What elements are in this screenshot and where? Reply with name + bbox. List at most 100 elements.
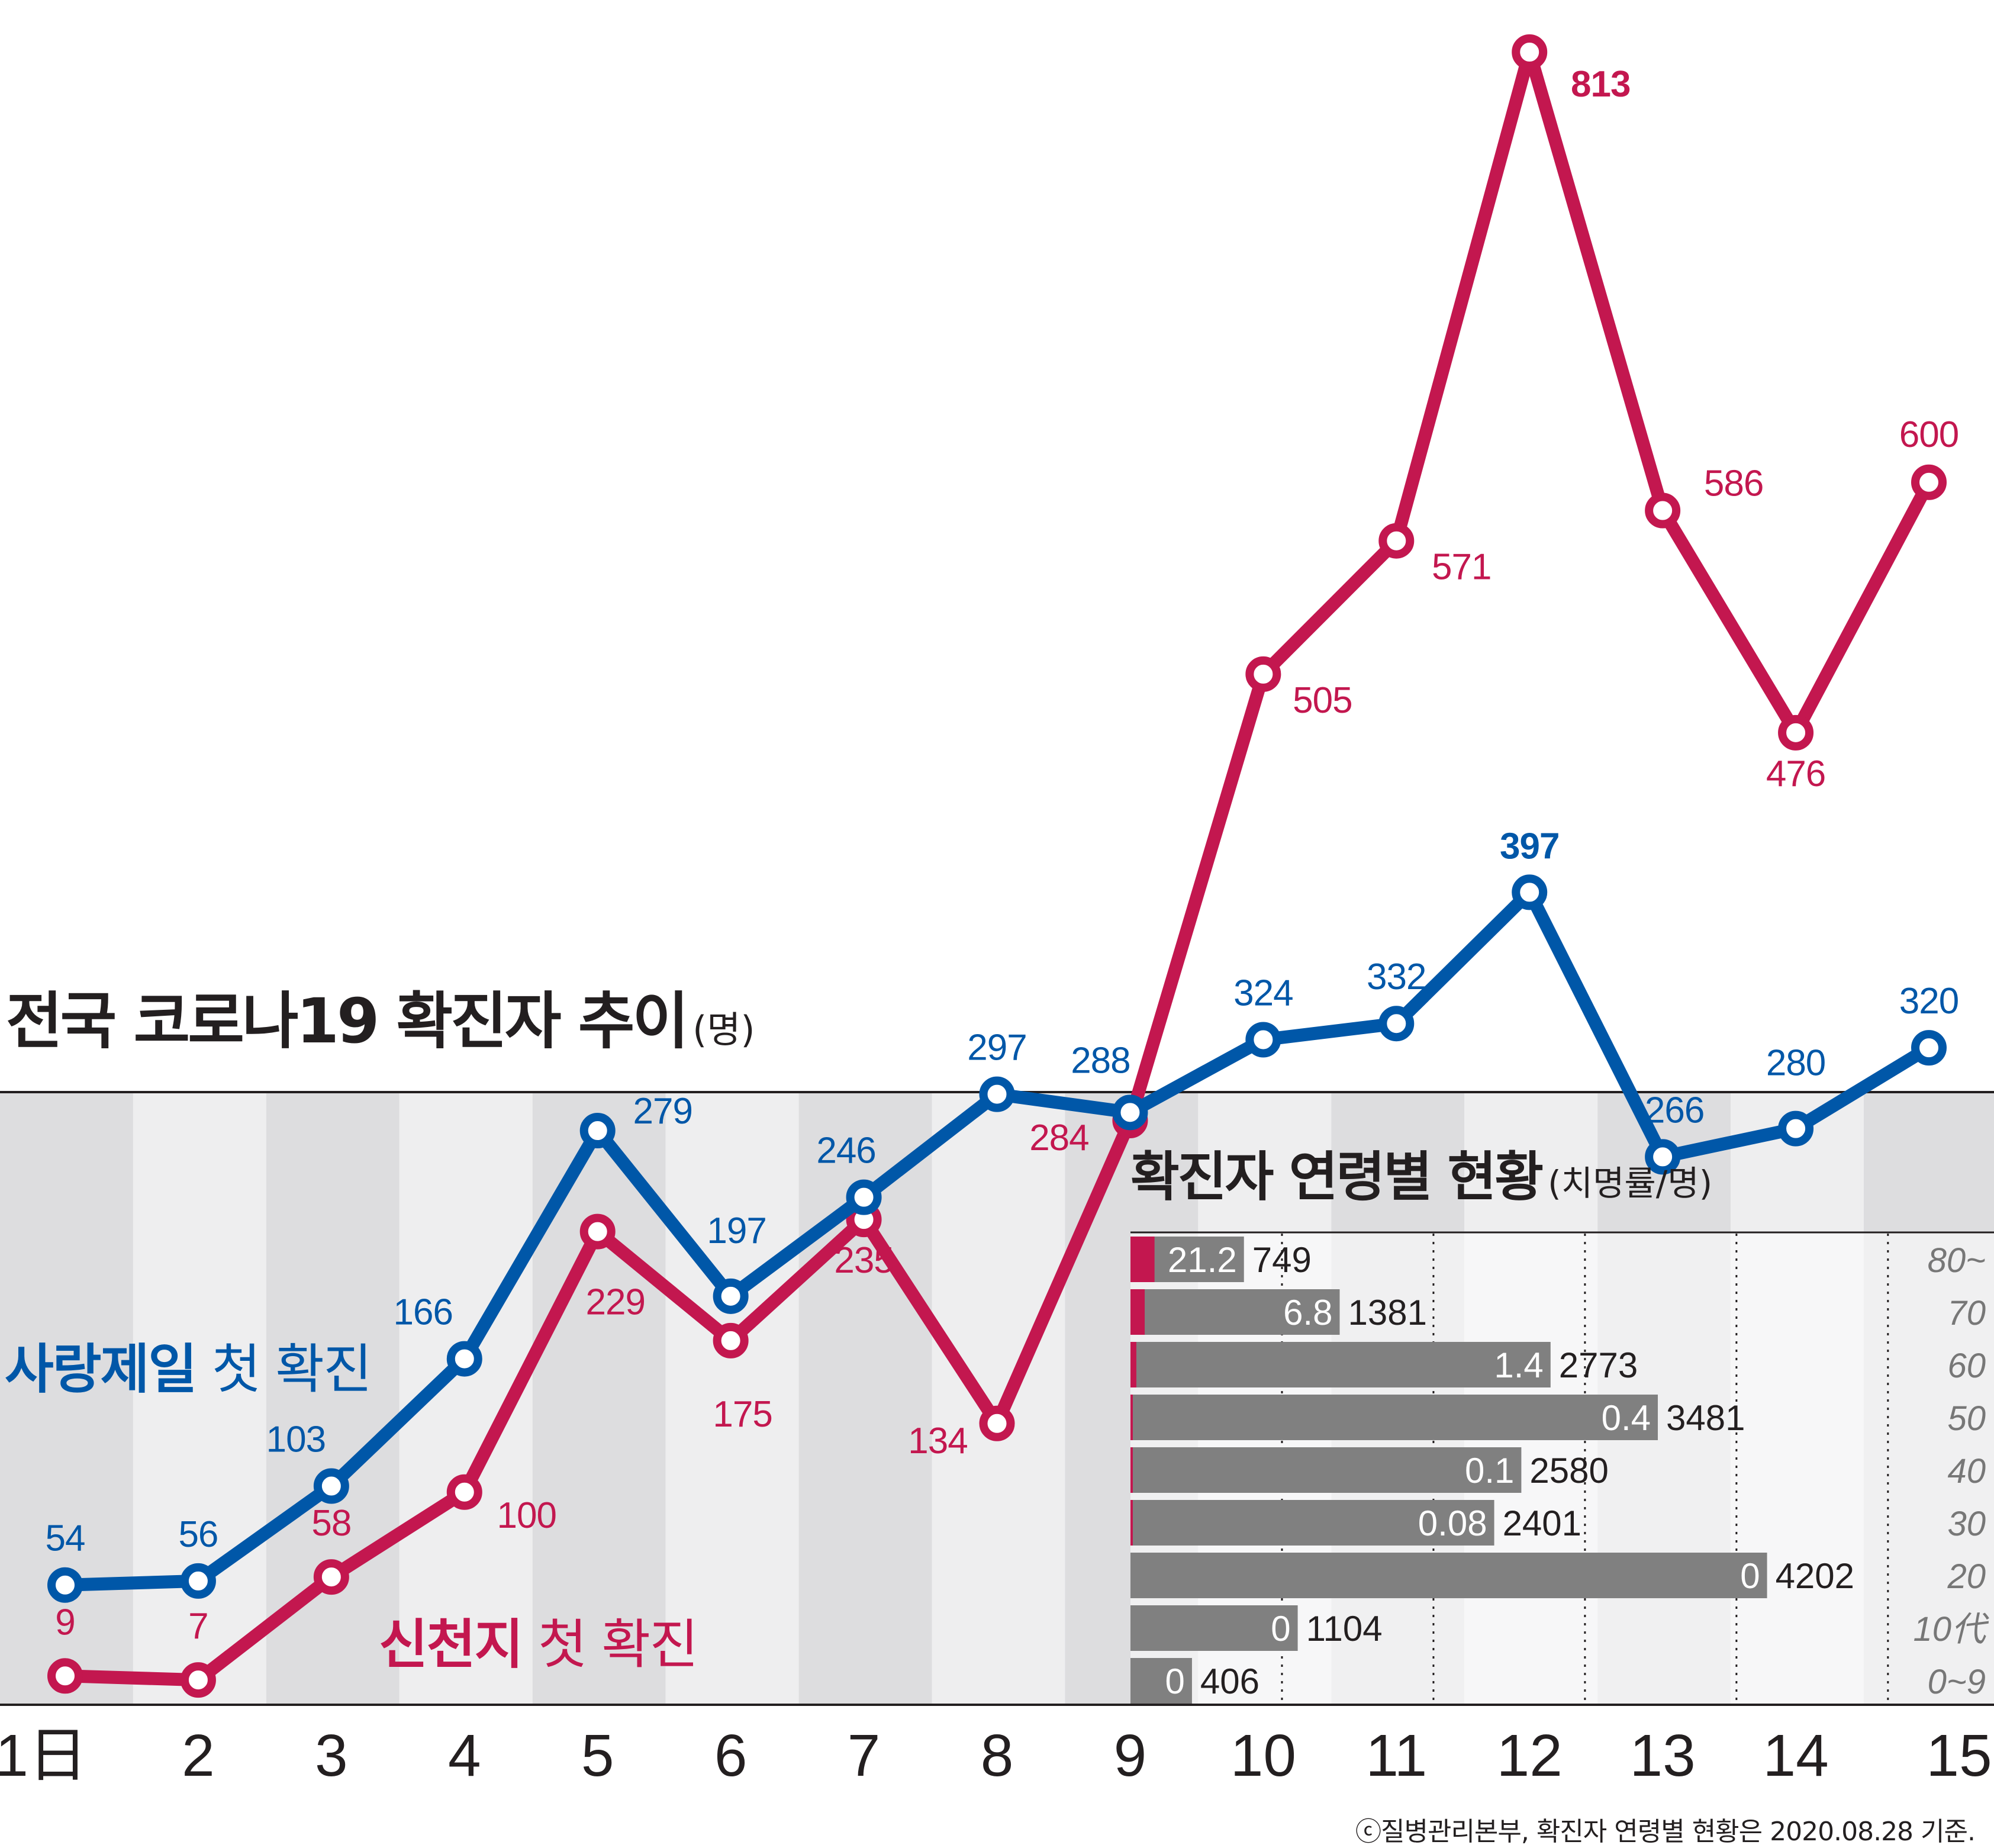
background-band-1 [133, 1093, 266, 1704]
x-tick-label: 12 [1497, 1723, 1563, 1789]
sarang-point [47, 1567, 83, 1603]
age-group-label: 20 [1947, 1557, 1986, 1596]
shincheonji-value-label: 58 [311, 1503, 351, 1544]
x-tick-label: 4 [448, 1723, 481, 1789]
shincheonji-value-label: 7 [188, 1606, 208, 1647]
age-group-label: 70 [1947, 1294, 1986, 1332]
shincheonji-value-label: 229 [585, 1282, 645, 1323]
sarang-point [579, 1113, 616, 1149]
sarang-point [979, 1076, 1015, 1112]
shincheonji-value-label: 476 [1766, 754, 1825, 794]
shincheonji-point [1645, 492, 1681, 529]
age-group-label: 40 [1947, 1452, 1986, 1490]
chart-title: 전국 코로나19 확진자 추이 (명) [6, 971, 755, 1060]
fatality-bar [1130, 1500, 1133, 1546]
x-tick-label: 1日 [0, 1723, 88, 1789]
x-tick-label: 11 [1365, 1723, 1427, 1789]
fatality-bar [1130, 1289, 1145, 1335]
case-count-label: 1104 [1306, 1609, 1383, 1649]
age-group-label: 80~ [1928, 1241, 1986, 1280]
shincheonji-value-label: 100 [497, 1495, 556, 1536]
shincheonji-value-label: 600 [1899, 414, 1958, 455]
background-band-2 [266, 1093, 400, 1704]
sarang-point [1378, 1006, 1415, 1042]
shincheonji-value-label: 175 [713, 1394, 772, 1435]
age-group-label: 30 [1947, 1505, 1986, 1543]
fatality-bar [1130, 1342, 1136, 1387]
shincheonji-point [979, 1405, 1015, 1441]
age-group-label: 10代 [1913, 1610, 1989, 1649]
fatality-rate-label: 0 [1740, 1556, 1760, 1596]
x-tick-label: 10 [1230, 1723, 1296, 1789]
sarang-point [1112, 1094, 1148, 1131]
count-bar [1130, 1658, 1192, 1704]
line-series: 9 7 58 100 229 175 235 134 284 505 571 813 586 476 600… [46, 34, 1959, 1698]
case-count-label: 749 [1252, 1240, 1312, 1280]
sarang-value-label: 246 [816, 1131, 875, 1171]
age-group-label: 0~9 [1928, 1663, 1986, 1701]
sarang-point [1911, 1030, 1947, 1066]
shincheonji-point [313, 1559, 349, 1595]
shincheonji-point [180, 1662, 216, 1698]
fatality-rate-label: 0.1 [1465, 1451, 1514, 1490]
fatality-rate-label: 0 [1165, 1662, 1185, 1701]
shincheonji-point [713, 1322, 749, 1358]
chart-title-text: 전국 코로나19 확진자 추이 [6, 985, 689, 1057]
background-band-7 [932, 1093, 1065, 1704]
sarang-point [1778, 1110, 1814, 1147]
case-count-label: 2773 [1559, 1345, 1638, 1385]
count-bar [1130, 1447, 1522, 1493]
age-group-label: 50 [1947, 1399, 1986, 1438]
case-count-label: 2401 [1503, 1503, 1581, 1543]
shincheonji-point [1378, 523, 1415, 559]
x-tick-label: 5 [581, 1723, 614, 1789]
bar-chart-title-unit: (치명률/명) [1548, 1163, 1713, 1203]
count-bar [1130, 1342, 1551, 1387]
age-group-label: 60 [1947, 1347, 1986, 1385]
shincheonji-value-label: 235 [834, 1240, 893, 1281]
fatality-rate-label: 0.4 [1602, 1398, 1651, 1438]
sarang-value-label: 397 [1500, 826, 1559, 867]
bar-chart-title-text: 확진자 연령별 현황 [1130, 1146, 1544, 1208]
shincheonji-point [1512, 34, 1548, 70]
fatality-rate-label: 21.2 [1168, 1240, 1237, 1280]
shincheonji-value-label: 9 [55, 1602, 75, 1643]
sarang-value-label: 320 [1899, 981, 1958, 1022]
count-bar [1130, 1395, 1658, 1440]
sarang-annotation-text: 첫 확진 [211, 1338, 372, 1401]
sarang-value-label: 197 [707, 1210, 766, 1251]
x-tick-label: 6 [714, 1723, 748, 1789]
sarang-value-label: 297 [967, 1028, 1026, 1068]
case-count-label: 1381 [1348, 1293, 1426, 1332]
sarang-point [846, 1179, 882, 1215]
bar-rows: 21.2 749 80~ 6.8 1381 70 1.4 2773 60 0.4 3481 50 0.1… [1130, 1237, 1989, 1704]
fatality-bar [1130, 1447, 1133, 1493]
sarang-point [1645, 1139, 1681, 1175]
sarang-value-label: 56 [178, 1514, 218, 1555]
sarang-value-label: 266 [1645, 1090, 1704, 1131]
age-bar-chart: 21.2 749 80~ 6.8 1381 70 1.4 2773 60 0.4 3481 50 0.1… [1130, 1231, 1994, 1704]
fatality-rate-label: 1.4 [1494, 1345, 1543, 1385]
shincheonji-value-label: 505 [1293, 680, 1352, 721]
fatality-bar [1130, 1395, 1133, 1440]
sarang-value-label: 324 [1233, 973, 1293, 1013]
chart-title-unit: (명) [692, 1008, 755, 1051]
sarang-value-label: 166 [394, 1292, 453, 1333]
shincheonji-value-label: 813 [1571, 64, 1630, 105]
source-credit: ⓒ질병관리본부, 확진자 연령별 현황은 2020.08.28 기준. [1355, 1817, 1976, 1847]
x-axis-ticks: 1日 2 3 4 5 6 7 8 9 10 11 12 13 14 15 [0, 1723, 1992, 1789]
case-count-label: 3481 [1666, 1398, 1745, 1438]
count-bar [1130, 1605, 1298, 1651]
sarang-point [713, 1278, 749, 1314]
shincheonji-point [1911, 464, 1947, 500]
x-tick-label: 7 [848, 1723, 881, 1789]
shincheonji-point [446, 1474, 482, 1510]
x-tick-label: 2 [182, 1723, 215, 1789]
sarang-value-label: 279 [633, 1091, 692, 1132]
fatality-rate-label: 6.8 [1283, 1293, 1332, 1332]
sarang-value-label: 54 [46, 1518, 85, 1559]
count-bar [1130, 1553, 1767, 1598]
shincheonji-annotation-name: 신천지 [379, 1614, 523, 1676]
x-tick-label: 8 [981, 1723, 1014, 1789]
